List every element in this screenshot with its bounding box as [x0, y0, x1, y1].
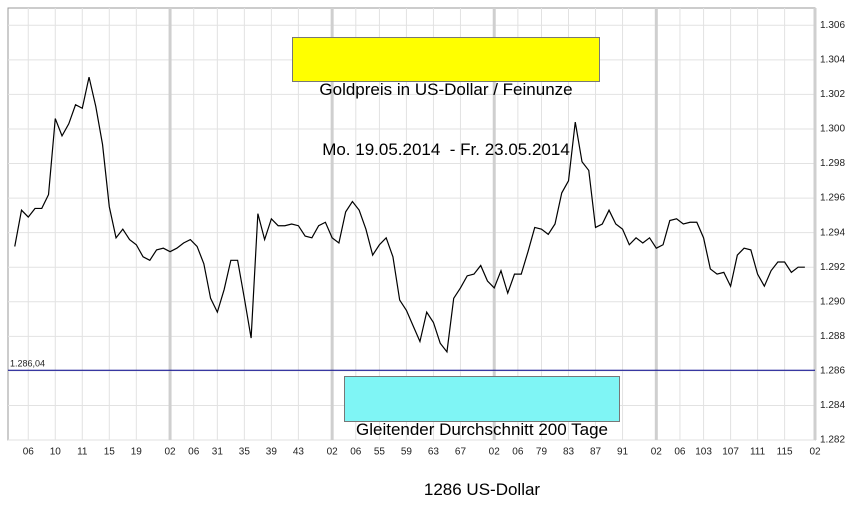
annotation: Gleitender Durchschnitt 200 Tage	[355, 420, 608, 439]
annotation-box: Gleitender Durchschnitt 200 Tage 1286 US…	[344, 376, 620, 499]
x-tick-label: 35	[239, 447, 251, 458]
page: {"chart_data": { "type": "line", "title"…	[7, 7, 846, 499]
y-tick-label: 1.302	[820, 89, 845, 100]
x-tick-label: 02	[165, 447, 177, 458]
x-tick-label: 02	[327, 447, 339, 458]
x-tick-label: 67	[455, 447, 467, 458]
x-tick-label: 06	[23, 447, 35, 458]
x-tick-label: 06	[674, 447, 686, 458]
y-tick-label: 1.284	[820, 400, 845, 411]
y-tick-label: 1.288	[820, 331, 845, 342]
chart-subtitle: Mo. 19.05.2014 - Fr. 23.05.2014	[322, 140, 570, 159]
x-tick-label: 107	[722, 447, 739, 458]
annotation: 1286 US-Dollar	[423, 480, 541, 499]
y-tick-label: 1.282	[820, 435, 845, 446]
x-tick-label: 39	[266, 447, 278, 458]
average-label: 1.286,04	[10, 359, 45, 369]
title-box: Goldpreis in US-Dollar / Feinunze Mo. 19…	[292, 37, 600, 159]
y-tick-label: 1.306	[820, 20, 845, 31]
x-tick-label: 02	[489, 447, 501, 458]
y-tick-label: 1.304	[820, 54, 845, 65]
y-tick-label: 1.296	[820, 193, 845, 204]
x-tick-label: 55	[374, 447, 386, 458]
x-tick-label: 10	[50, 447, 62, 458]
x-tick-label: 06	[512, 447, 524, 458]
x-tick-label: 59	[401, 447, 413, 458]
x-tick-label: 43	[293, 447, 305, 458]
y-tick-label: 1.300	[820, 124, 845, 135]
price-line	[14, 76, 805, 354]
x-tick-label: 91	[617, 447, 629, 458]
x-tick-label: 83	[563, 447, 575, 458]
x-tick-label: 19	[131, 447, 143, 458]
y-tick-label: 1.294	[820, 227, 845, 238]
y-tick-label: 1.290	[820, 296, 845, 307]
x-tick-label: 103	[695, 447, 712, 458]
y-tick-label: 1.298	[820, 158, 845, 169]
x-tick-label: 06	[188, 447, 200, 458]
x-tick-label: 02	[651, 447, 663, 458]
chart-title: Goldpreis in US-Dollar / Feinunze	[319, 80, 573, 99]
y-tick-label: 1.286	[820, 366, 845, 377]
x-tick-label: 06	[350, 447, 362, 458]
x-tick-label: 11	[77, 447, 88, 458]
x-tick-label: 79	[536, 447, 548, 458]
x-tick-label: 31	[212, 447, 224, 458]
x-tick-label: 02	[809, 447, 821, 458]
x-tick-label: 115	[777, 447, 793, 458]
x-tick-label: 63	[428, 447, 440, 458]
x-tick-label: 15	[104, 447, 116, 458]
y-tick-label: 1.292	[820, 262, 845, 273]
x-tick-label: 111	[750, 447, 766, 458]
x-tick-label: 87	[590, 447, 602, 458]
